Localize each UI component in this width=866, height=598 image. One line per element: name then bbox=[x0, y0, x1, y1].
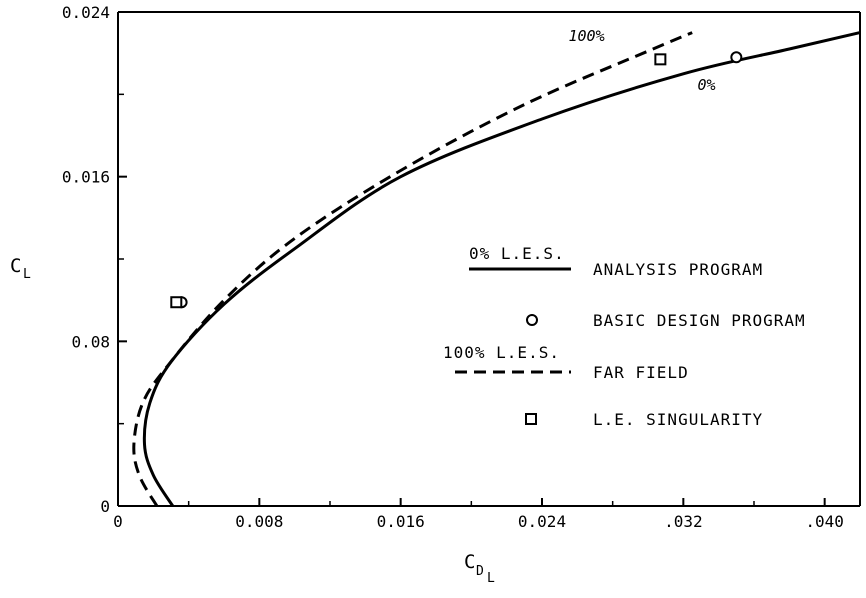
x-tick-label: 0.016 bbox=[377, 512, 425, 531]
legend-label-far-field: FAR FIELD bbox=[593, 363, 689, 382]
y-tick-label: 0 bbox=[100, 497, 110, 516]
x-axis-label-subsubscript: L bbox=[487, 571, 495, 586]
curve-annotation-label: 100% bbox=[569, 27, 605, 45]
series-curves bbox=[132, 31, 861, 507]
y-axis-label: C bbox=[10, 255, 21, 277]
legend-label-basic-design-program: BASIC DESIGN PROGRAM bbox=[593, 311, 806, 330]
legend-label-le-singularity: L.E. SINGULARITY bbox=[593, 410, 763, 429]
legend-label-analysis-program: ANALYSIS PROGRAM bbox=[593, 260, 763, 279]
x-tick-label: 0.008 bbox=[235, 512, 283, 531]
legend-circle-symbol bbox=[526, 314, 538, 326]
axis-ticks: 0 0.008 0.016 0.024 .032 .040 0 0.08 0.016 0.024 bbox=[62, 3, 844, 531]
data-markers bbox=[170, 51, 743, 309]
basic-design-circle-marker bbox=[730, 51, 743, 64]
legend-heading-100-les: 100% L.E.S. bbox=[443, 343, 560, 362]
curve-annotation-label: 0% bbox=[697, 76, 715, 94]
y-tick-label: 0.08 bbox=[71, 332, 110, 351]
y-axis-title: C L bbox=[10, 255, 31, 282]
x-tick-label: .040 bbox=[805, 512, 844, 531]
analysis-program-solid-curve bbox=[142, 31, 861, 507]
far-field-dashed-curve bbox=[132, 31, 693, 507]
le-singularity-square-marker bbox=[170, 296, 183, 309]
legend: 0% L.E.S. ANALYSIS PROGRAM BASIC DESIGN … bbox=[443, 244, 806, 429]
legend-square-symbol bbox=[525, 413, 537, 425]
x-tick-label: 0 bbox=[113, 512, 123, 531]
x-tick-label: 0.024 bbox=[518, 512, 566, 531]
y-tick-label: 0.016 bbox=[62, 168, 110, 187]
x-axis-label-subscript: D bbox=[476, 564, 484, 579]
x-axis-title: C D L bbox=[464, 551, 495, 586]
y-tick-label: 0.024 bbox=[62, 3, 110, 22]
le-singularity-square-marker bbox=[654, 53, 667, 66]
x-tick-label: .032 bbox=[664, 512, 703, 531]
legend-heading-0-les: 0% L.E.S. bbox=[469, 244, 565, 263]
curve-annotations: 100% 0% bbox=[569, 27, 716, 94]
y-axis-label-subscript: L bbox=[23, 267, 31, 282]
x-axis-label: C bbox=[464, 551, 475, 573]
